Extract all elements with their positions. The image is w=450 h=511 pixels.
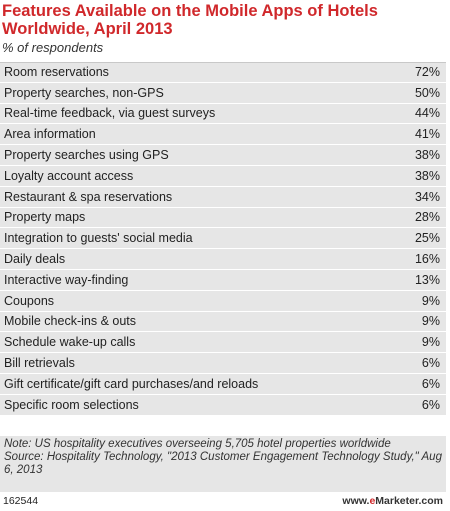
table-row: Property searches, non-GPS 50% [0, 83, 446, 104]
table-row: Coupons 9% [0, 291, 446, 312]
table-row: Property searches using GPS 38% [0, 145, 446, 166]
row-label: Real-time feedback, via guest surveys [4, 106, 216, 121]
row-value: 6% [421, 356, 440, 371]
row-value: 6% [421, 376, 440, 391]
row-label: Property searches using GPS [4, 148, 169, 163]
table-row: Interactive way-finding 13% [0, 270, 446, 291]
chart-subtitle: % of respondents [2, 40, 104, 55]
brand-e: e [369, 495, 376, 507]
row-label: Specific room selections [4, 397, 139, 412]
table-row: Area information 41% [0, 124, 446, 146]
chart-id: 162544 [3, 495, 39, 507]
row-label: Bill retrievals [4, 356, 75, 371]
row-value: 25% [414, 231, 440, 246]
table-row: Schedule wake-up calls 9% [0, 332, 446, 354]
row-label: Gift certificate/gift card purchases/and… [4, 376, 259, 391]
footer: 162544 www.eMarketer.com [0, 493, 446, 509]
row-label: Restaurant & spa reservations [4, 189, 173, 204]
row-value: 44% [414, 106, 440, 121]
chart-title: Features Available on the Mobile Apps of… [2, 2, 378, 38]
note-text: Note: US hospitality executives overseei… [4, 438, 391, 450]
table-row: Daily deals 16% [0, 249, 446, 270]
row-label: Daily deals [4, 252, 66, 267]
table-row: Restaurant & spa reservations 34% [0, 187, 446, 208]
row-value: 9% [421, 314, 440, 329]
row-value: 9% [421, 335, 440, 350]
row-label: Property maps [4, 210, 86, 225]
brand-prefix: www. [342, 495, 370, 507]
row-label: Room reservations [4, 65, 109, 80]
row-label: Integration to guests' social media [4, 231, 193, 246]
row-value: 9% [421, 293, 440, 308]
row-label: Area information [4, 127, 96, 142]
row-label: Mobile check-ins & outs [4, 314, 137, 329]
row-value: 16% [414, 252, 440, 267]
row-label: Property searches, non-GPS [4, 85, 164, 100]
data-table: Room reservations 72% Property searches, n… [0, 62, 446, 416]
table-row: Real-time feedback, via guest surveys 44% [0, 104, 446, 125]
source-text: Source: Hospitality Technology, "2013 Cu… [4, 451, 442, 476]
row-value: 38% [414, 168, 440, 183]
row-value: 72% [414, 65, 440, 80]
table-row: Property maps 28% [0, 208, 446, 229]
table-row: Specific room selections 6% [0, 395, 446, 416]
table-row: Loyalty account access 38% [0, 166, 446, 187]
row-value: 41% [414, 127, 440, 142]
row-value: 38% [414, 148, 440, 163]
table-row: Room reservations 72% [0, 62, 446, 83]
row-label: Loyalty account access [4, 168, 134, 183]
row-label: Interactive way-finding [4, 272, 129, 287]
notes-block: Note: US hospitality executives overseei… [0, 436, 446, 492]
table-row: Gift certificate/gift card purchases/and… [0, 374, 446, 395]
row-label: Coupons [4, 293, 55, 308]
brand-suffix: Marketer.com [375, 495, 443, 507]
table-row: Integration to guests' social media 25% [0, 228, 446, 250]
row-value: 28% [414, 210, 440, 225]
table-row: Bill retrievals 6% [0, 353, 446, 374]
row-label: Schedule wake-up calls [4, 335, 136, 350]
table-row: Mobile check-ins & outs 9% [0, 312, 446, 333]
row-value: 50% [414, 85, 440, 100]
emarketer-logo: www.eMarketer.com [342, 495, 443, 507]
row-value: 34% [414, 189, 440, 204]
row-value: 6% [421, 397, 440, 412]
row-value: 13% [414, 272, 440, 287]
